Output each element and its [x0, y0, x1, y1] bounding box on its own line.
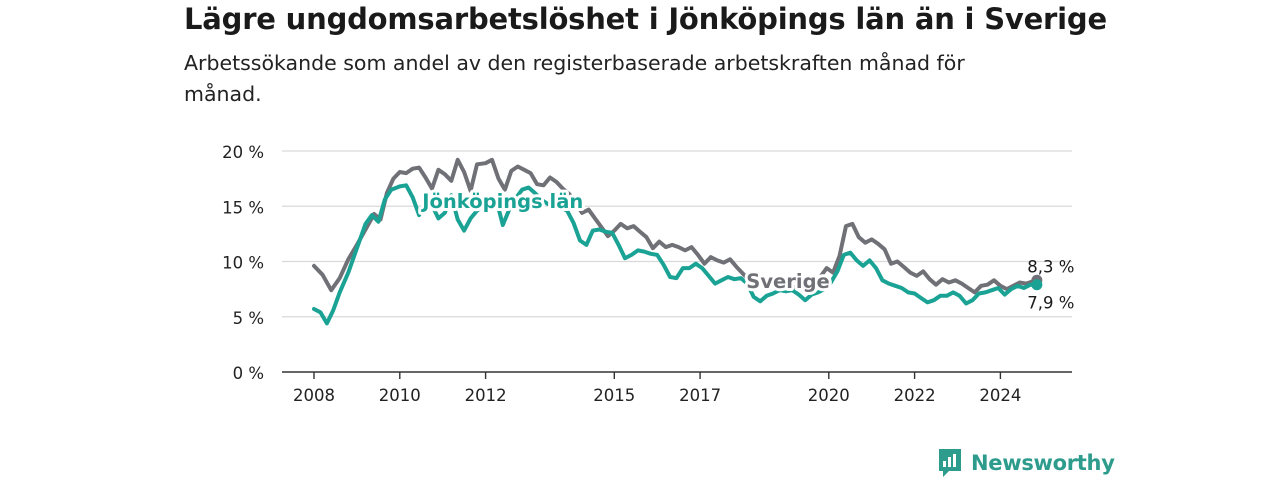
end-value-label-sverige: 8,3 %	[1027, 257, 1074, 276]
x-tick-label: 2015	[593, 386, 635, 405]
brand-name: Newsworthy	[971, 451, 1115, 475]
series-lines	[312, 157, 1043, 326]
x-tick-label: 2022	[894, 386, 936, 405]
x-tick-label: 2017	[679, 386, 721, 405]
newsworthy-logo-icon	[939, 449, 961, 477]
chart-title: Lägre ungdomsarbetslöshet i Jönköpings l…	[184, 2, 1107, 36]
y-tick-label: 15 %	[222, 198, 264, 217]
chart-subtitle: Arbetssökande som andel av den registerb…	[184, 51, 965, 106]
y-tick-label: 0 %	[233, 364, 264, 383]
y-tick-label: 10 %	[222, 254, 264, 273]
newsworthy-logo: Newsworthy	[937, 447, 1115, 479]
x-tick-label: 2024	[979, 386, 1021, 405]
series-line-sverige	[312, 157, 1039, 295]
end-point-jonkoping	[1031, 279, 1043, 291]
gridlines	[282, 150, 1072, 318]
x-tick-label: 2008	[293, 386, 335, 405]
y-tick-label: 5 %	[233, 309, 264, 328]
series-labels: 8,3 % 7,9 % Jönköpings län Sverige	[417, 187, 1074, 313]
x-tick-label: 2010	[379, 386, 421, 405]
axes: 0 % 5 % 10 % 15 % 20 % 2008 2010 2012 2015 2017 20…	[222, 143, 1072, 405]
y-tick-label: 20 %	[222, 143, 264, 162]
series-line-jonkoping	[312, 183, 1039, 326]
x-tick-label: 2012	[465, 386, 507, 405]
series-label-jonkoping: Jönköpings län	[420, 190, 583, 213]
end-value-label-jonkoping: 7,9 %	[1027, 294, 1074, 313]
series-label-sverige: Sverige	[746, 270, 829, 293]
x-tick-label: 2020	[808, 386, 850, 405]
